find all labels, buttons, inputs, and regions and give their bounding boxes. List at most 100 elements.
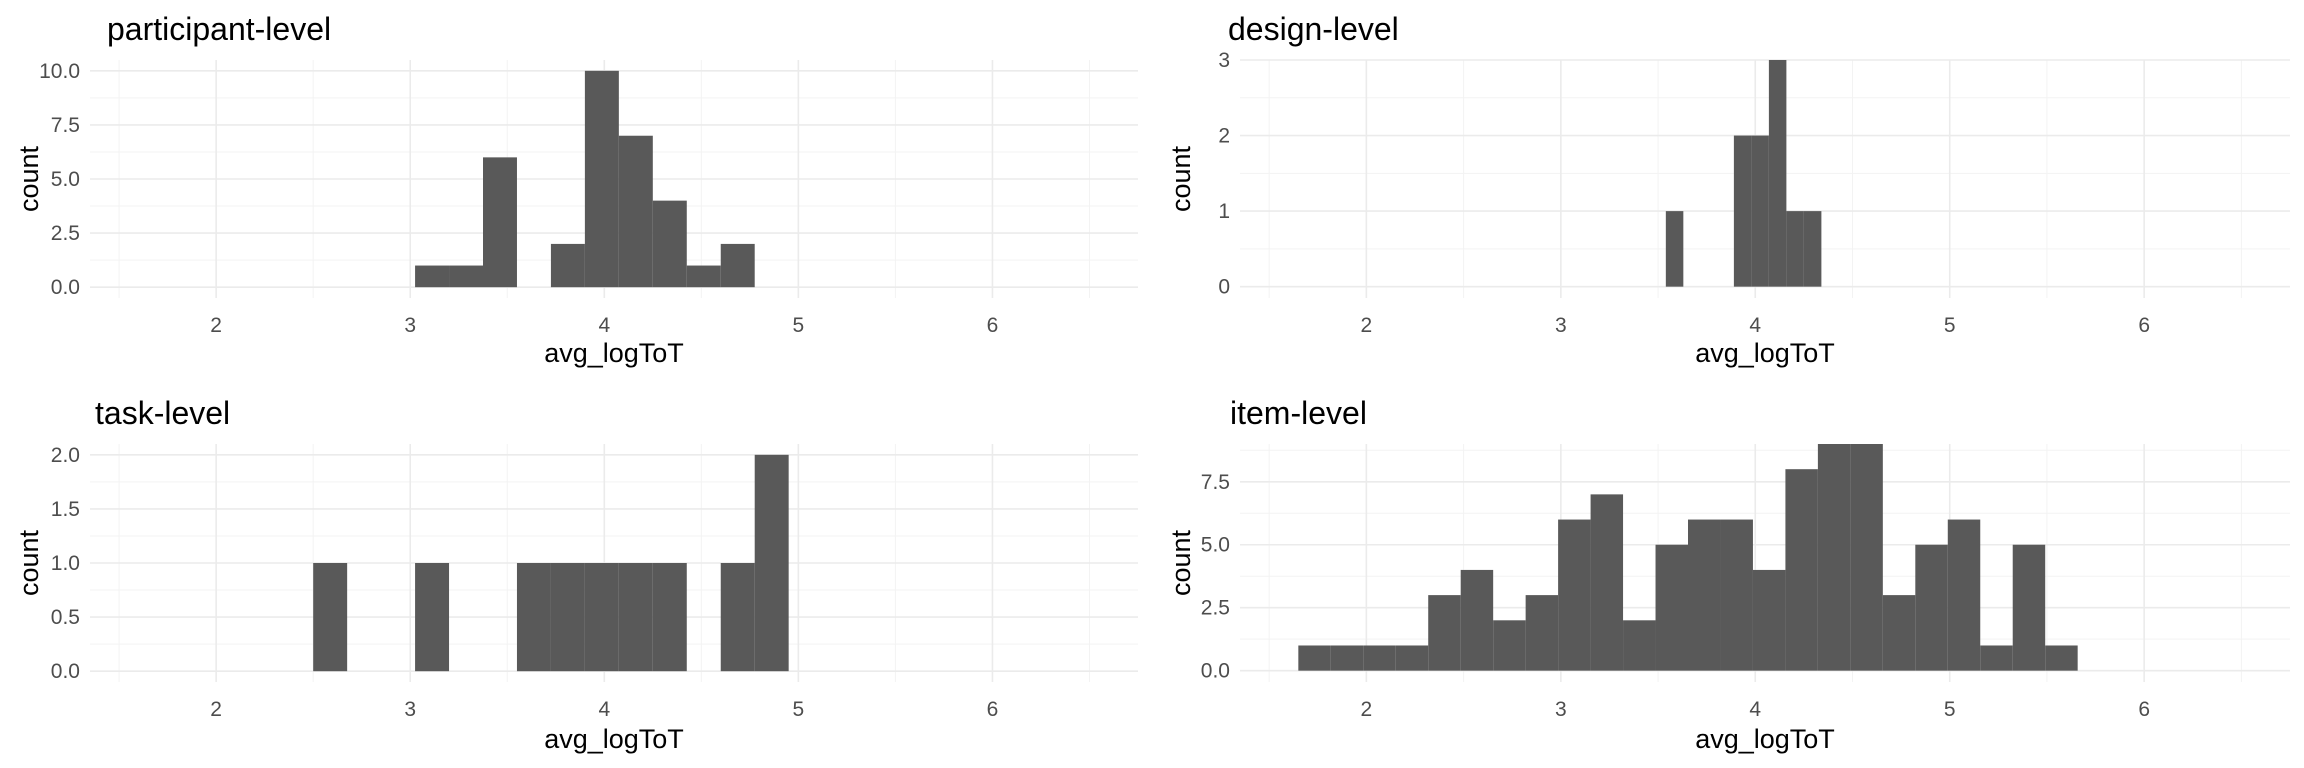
histogram-bar: [1330, 645, 1364, 671]
histogram-bar: [1947, 519, 1981, 671]
histogram-bar: [449, 265, 483, 288]
x-tick-label: 6: [987, 698, 999, 721]
x-tick-label: 4: [1749, 314, 1761, 337]
x-tick-label: 5: [1944, 698, 1956, 721]
x-tick-label: 3: [404, 698, 416, 721]
histogram-bar: [1850, 444, 1883, 671]
y-tick-label: 0.0: [1201, 660, 1230, 683]
x-tick-label: 2: [210, 314, 222, 337]
histogram-bar: [415, 563, 450, 672]
y-tick-label: 1.5: [51, 498, 80, 521]
histogram-bar: [1525, 595, 1559, 671]
histogram-bar: [1785, 469, 1818, 671]
y-tick-label: 7.5: [1201, 471, 1230, 494]
y-tick-label: 2: [1218, 125, 1230, 148]
x-tick-label: 2: [1361, 314, 1373, 337]
x-tick-label: 4: [598, 314, 610, 337]
panel-item-level: 2 3 4 5 6 0.0 2.5 5.0 7.5 item-level avg_logToT cou…: [1166, 395, 2290, 754]
x-tick-label: 3: [1555, 314, 1567, 337]
y-tick-label: 7.5: [51, 114, 80, 137]
panel-title: design-level: [1228, 11, 1399, 47]
x-tick-label: 6: [987, 314, 999, 337]
histogram-bar: [1980, 645, 2013, 671]
histogram-bar: [720, 563, 755, 672]
x-axis-title: avg_logToT: [544, 338, 684, 368]
panel-title: task-level: [95, 395, 230, 431]
histogram-bar: [483, 157, 517, 288]
histogram-bar: [652, 200, 687, 288]
histogram-bar: [1720, 519, 1753, 671]
x-tick-label: 5: [1944, 314, 1956, 337]
y-tick-label: 0.0: [51, 276, 80, 299]
y-tick-label: 0.5: [51, 606, 80, 629]
histogram-bar: [1590, 494, 1624, 671]
histogram-bar: [1665, 211, 1684, 287]
y-tick-label: 1: [1218, 200, 1230, 223]
histogram-bar: [1558, 519, 1591, 671]
y-tick-label: 0.0: [51, 660, 80, 683]
histogram-bar: [618, 563, 653, 672]
x-tick-label: 5: [793, 314, 805, 337]
histogram-bar: [1733, 135, 1752, 287]
panel-title: participant-level: [107, 11, 331, 47]
histogram-bar: [1395, 645, 1429, 671]
histogram-bar: [1752, 569, 1786, 671]
histogram-bar: [652, 563, 687, 672]
histogram-bar: [1688, 519, 1721, 671]
x-tick-label: 4: [1749, 698, 1761, 721]
y-axis-title: count: [14, 529, 44, 596]
histogram-bar: [686, 265, 721, 288]
y-tick-label: 1.0: [51, 552, 80, 575]
x-tick-label: 5: [793, 698, 805, 721]
histogram-bar: [1298, 645, 1331, 671]
histogram-bar: [1363, 645, 1396, 671]
histogram-bar: [313, 563, 348, 672]
histogram-bar: [584, 70, 619, 288]
y-tick-label: 10.0: [39, 60, 80, 83]
histogram-bar: [1882, 595, 1916, 671]
histogram-bar: [1817, 444, 1851, 671]
histogram-bar: [1786, 211, 1804, 287]
y-tick-label: 5.0: [51, 168, 80, 191]
histogram-bar: [1623, 620, 1656, 671]
histogram-bar: [720, 243, 755, 288]
panel-task-level: 2 3 4 5 6 0.0 0.5 1.0 1.5 2.0 task-level avg_logToT…: [14, 395, 1138, 754]
x-axis-title: avg_logToT: [544, 724, 684, 754]
x-tick-label: 4: [598, 698, 610, 721]
histogram-bar: [2045, 645, 2078, 671]
y-axis-title: count: [14, 145, 44, 212]
y-axis-title: count: [1166, 145, 1196, 212]
histogram-bar: [550, 243, 585, 288]
y-axis-title: count: [1166, 529, 1196, 596]
histogram-bar: [1751, 135, 1769, 287]
x-tick-label: 2: [1361, 698, 1373, 721]
histogram-bar: [415, 265, 450, 288]
histogram-bar: [550, 563, 585, 672]
y-tick-label: 2.5: [51, 222, 80, 245]
histogram-bar: [2012, 544, 2046, 671]
y-tick-label: 2.5: [1201, 597, 1230, 620]
x-axis-title: avg_logToT: [1695, 338, 1835, 368]
histogram-bar: [1915, 544, 1948, 671]
y-tick-label: 0: [1218, 276, 1230, 299]
y-tick-label: 5.0: [1201, 534, 1230, 557]
panel-title: item-level: [1230, 395, 1367, 431]
y-tick-label: 3: [1218, 49, 1230, 72]
histogram-bar: [618, 135, 653, 288]
panel-participant-level: 2 3 4 5 6 0.0 2.5 5.0 7.5 10.0 participant-level av…: [14, 11, 1138, 368]
histogram-bar: [1460, 569, 1494, 671]
histogram-bar: [516, 563, 551, 672]
histogram-bar: [1428, 595, 1461, 671]
x-tick-label: 2: [210, 698, 222, 721]
histogram-bar: [584, 563, 619, 672]
x-tick-label: 6: [2138, 698, 2150, 721]
x-axis-title: avg_logToT: [1695, 724, 1835, 754]
x-tick-label: 6: [2138, 314, 2150, 337]
x-tick-label: 3: [1555, 698, 1567, 721]
histogram-bar: [1803, 211, 1822, 287]
histogram-bar: [1768, 60, 1787, 287]
histogram-bar: [1493, 620, 1526, 671]
histogram-bar: [754, 454, 789, 672]
y-tick-label: 2.0: [51, 444, 80, 467]
